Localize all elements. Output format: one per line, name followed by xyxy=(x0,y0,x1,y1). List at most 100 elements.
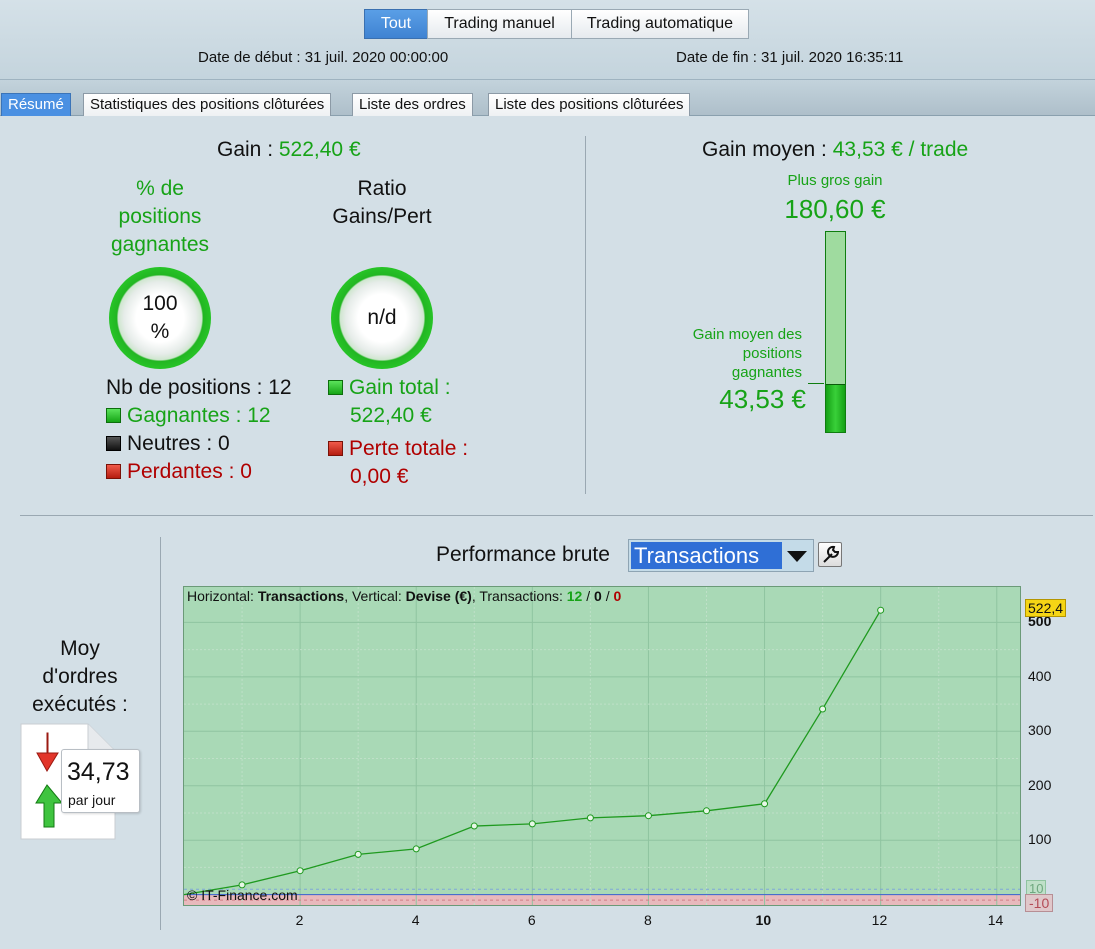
positions-winning-label: Gagnantes : 12 xyxy=(127,404,271,427)
performance-chart: Horizontal: Transactions, Vertical: Devi… xyxy=(183,586,1021,906)
chart-info-x: Transactions xyxy=(257,588,345,604)
positions-neutral: Neutres : 0 xyxy=(106,430,230,458)
total-loss: Perte totale : xyxy=(328,435,468,463)
orders-title: Moy d'ordres exécutés : xyxy=(20,635,140,719)
data-point xyxy=(819,705,827,713)
ratio-title-line: Ratio xyxy=(357,177,407,200)
total-loss-value: 0,00 € xyxy=(350,465,409,488)
tab-closed-positions-list[interactable]: Liste des positions clôturées xyxy=(488,93,691,116)
performance-chart-plot xyxy=(184,587,1020,905)
y-tick-label: 200 xyxy=(1028,776,1052,793)
gain-value: 522,40 € xyxy=(278,138,361,161)
y-tick-label: 100 xyxy=(1028,831,1052,848)
positions-winning: Gagnantes : 12 xyxy=(106,402,271,430)
filter-auto-button[interactable]: Trading automatique xyxy=(571,9,749,39)
win-pct-title: % de positions gagnantes xyxy=(90,175,230,259)
chevron-down-icon xyxy=(787,551,807,562)
x-tick-label: 14 xyxy=(987,912,1004,928)
ratio-gauge: n/d xyxy=(331,267,433,369)
start-date: Date de début : 31 juil. 2020 00:00:00 xyxy=(198,49,449,66)
data-point xyxy=(354,850,362,858)
win-pct-value: 100 xyxy=(142,292,178,315)
total-gain: Gain total : xyxy=(328,374,451,402)
chart-info-text: , Transactions: xyxy=(471,588,563,604)
avg-gain-bar-fill xyxy=(826,383,845,432)
data-point xyxy=(238,881,246,889)
data-point xyxy=(703,807,710,815)
divider xyxy=(20,515,1093,516)
x-tick-label: 4 xyxy=(411,912,420,928)
chart-info-text: , Vertical: xyxy=(344,588,402,604)
filter-manual-button[interactable]: Trading manuel xyxy=(427,9,572,39)
orders-unit: par jour xyxy=(68,792,116,808)
chart-info-tx-neutral: 0 xyxy=(594,588,602,604)
y-tick-label: 10 xyxy=(1026,880,1047,898)
wrench-button[interactable] xyxy=(818,542,842,567)
chart-info-tx-lose: 0 xyxy=(613,588,622,604)
avg-win-gain-value: 43,53 € xyxy=(719,384,806,414)
filter-all-button[interactable]: Tout xyxy=(364,9,428,39)
chart-info: Horizontal: Transactions, Vertical: Devi… xyxy=(187,588,621,604)
win-pct-title-line: positions xyxy=(118,205,202,228)
total-loss-label: Perte totale : xyxy=(349,437,469,460)
gain-label: Gain : xyxy=(217,138,274,161)
chart-watermark: © IT-Finance.com xyxy=(187,887,298,903)
positions-losing: Perdantes : 0 xyxy=(106,458,252,486)
max-gain-value: 180,60 € xyxy=(784,194,886,224)
last-value-label: 522,4 xyxy=(1025,599,1067,618)
positive-area xyxy=(184,587,1020,895)
data-point xyxy=(296,867,304,875)
avg-win-gain-label-line: gagnantes xyxy=(731,364,802,381)
positions-total: Nb de positions : 12 xyxy=(106,376,292,399)
end-date: Date de fin : 31 juil. 2020 16:35:11 xyxy=(676,49,904,66)
chart-info-sep: / xyxy=(586,588,591,604)
wrench-icon xyxy=(823,545,840,563)
win-pct-title-line: gagnantes xyxy=(110,233,210,256)
y-tick-label: 300 xyxy=(1028,722,1052,739)
performance-label: Performance brute xyxy=(436,543,610,566)
avg-gain-value: 43,53 € / trade xyxy=(832,138,969,161)
ratio-title: Ratio Gains/Pert xyxy=(326,175,438,231)
max-gain-label: Plus gros gain xyxy=(787,172,883,189)
chart-info-text: Horizontal: xyxy=(187,588,254,604)
data-point xyxy=(528,820,536,828)
green-legend-square xyxy=(328,380,343,395)
avg-win-gain-label-line: Gain moyen des xyxy=(692,326,802,343)
chart-info-sep: / xyxy=(605,588,610,604)
total-gain-label: Gain total : xyxy=(349,376,451,399)
orders-title-line: Moy xyxy=(60,637,100,660)
ratio-value: n/d xyxy=(367,306,397,329)
performance-select[interactable]: Transactions xyxy=(628,539,814,572)
tab-summary[interactable]: Résumé xyxy=(1,93,71,116)
ratio-title-line: Gains/Pert xyxy=(332,205,432,228)
data-point xyxy=(412,845,420,853)
data-point xyxy=(586,814,594,822)
avg-gain-summary: Gain moyen : 43,53 € / trade xyxy=(702,138,968,162)
orders-title-line: d'ordres xyxy=(42,665,118,688)
negative-threshold-label: -10 xyxy=(1025,894,1054,913)
green-legend-square xyxy=(106,408,121,423)
avg-win-gain-label-line: positions xyxy=(742,345,802,362)
red-legend-square xyxy=(106,464,121,479)
win-pct-title-line: % de xyxy=(136,177,184,200)
data-point xyxy=(644,812,652,820)
x-tick-label: 6 xyxy=(527,912,536,928)
avg-win-gain-label: Gain moyen des positions gagnantes xyxy=(660,325,802,382)
total-gain-value: 522,40 € xyxy=(350,404,432,427)
negative-area xyxy=(184,894,1020,905)
x-tick-label: 8 xyxy=(643,912,652,928)
tab-closed-stats[interactable]: Statistiques des positions clôturées xyxy=(83,93,332,116)
chart-info-y: Devise (€) xyxy=(405,588,472,604)
data-point xyxy=(877,606,885,614)
x-tick-label: 12 xyxy=(871,912,888,928)
data-point xyxy=(470,822,478,830)
win-pct-unit: % xyxy=(150,320,170,343)
orders-title-line: exécutés : xyxy=(32,693,128,716)
tab-orders-list[interactable]: Liste des ordres xyxy=(352,93,473,116)
divider xyxy=(160,537,161,930)
avg-gain-bar xyxy=(825,231,846,433)
x-tick-label: 10 xyxy=(755,912,772,928)
chart-info-tx-win: 12 xyxy=(566,588,583,604)
red-legend-square xyxy=(328,441,343,456)
avg-gain-label: Gain moyen : xyxy=(702,138,827,161)
